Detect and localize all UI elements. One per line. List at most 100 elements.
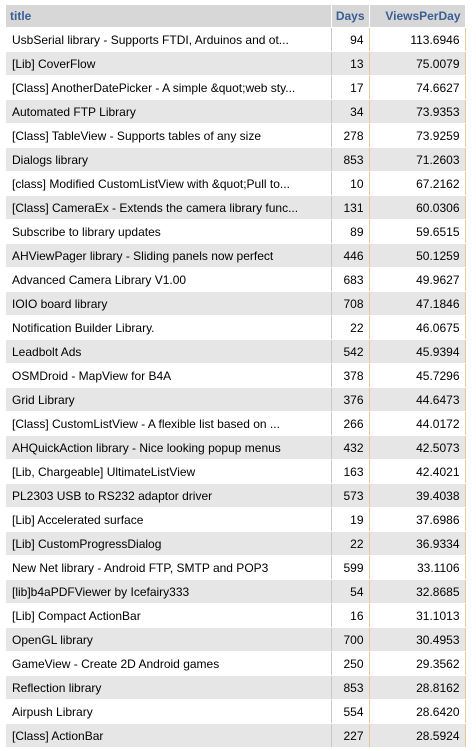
table-row[interactable]: Advanced Camera Library V1.00 683 49.9627 [6, 267, 466, 292]
column-header-days[interactable]: Days [331, 5, 370, 28]
cell-days: 599 [331, 555, 370, 580]
cell-days: 34 [331, 99, 370, 124]
cell-title: [Class] AnotherDatePicker - A simple &qu… [6, 75, 332, 100]
cell-title: [Class] CameraEx - Extends the camera li… [6, 195, 332, 220]
table-row[interactable]: [lib]b4aPDFViewer by Icefairy333 54 32.868… [6, 579, 466, 604]
cell-title: PL2303 USB to RS232 adaptor driver [6, 483, 332, 508]
table-row[interactable]: [Class] ActionBar 227 28.5924 [6, 723, 466, 748]
cell-days: 19 [331, 507, 370, 532]
cell-days: 573 [331, 483, 370, 508]
cell-views-per-day: 45.9394 [369, 339, 466, 364]
cell-days: 378 [331, 363, 370, 388]
cell-views-per-day: 42.4021 [369, 459, 466, 484]
cell-views-per-day: 49.9627 [369, 267, 466, 292]
table-row[interactable]: [Lib, Chargeable] UltimateListView 163 42.… [6, 459, 466, 484]
cell-title: OSMDroid - MapView for B4A [6, 363, 332, 388]
cell-views-per-day: 46.0675 [369, 315, 466, 340]
cell-views-per-day: 31.1013 [369, 603, 466, 628]
table-row[interactable]: Grid Library 376 44.6473 [6, 387, 466, 412]
table-row[interactable]: OpenGL library 700 30.4953 [6, 627, 466, 652]
cell-views-per-day: 28.6420 [369, 699, 466, 724]
cell-title: AHQuickAction library - Nice looking pop… [6, 435, 332, 460]
cell-title: [Class] ActionBar [6, 723, 332, 748]
cell-days: 853 [331, 675, 370, 700]
cell-views-per-day: 45.7296 [369, 363, 466, 388]
table-row[interactable]: New Net library - Android FTP, SMTP and … [6, 555, 466, 580]
table-row[interactable]: PL2303 USB to RS232 adaptor driver 573 39.… [6, 483, 466, 508]
table-row[interactable]: OSMDroid - MapView for B4A 378 45.7296 [6, 363, 466, 388]
cell-days: 10 [331, 171, 370, 196]
cell-views-per-day: 75.0079 [369, 51, 466, 76]
cell-views-per-day: 32.8685 [369, 579, 466, 604]
cell-views-per-day: 37.6986 [369, 507, 466, 532]
cell-title: [Lib] Accelerated surface [6, 507, 332, 532]
cell-days: 683 [331, 267, 370, 292]
table-row[interactable]: Leadbolt Ads 542 45.9394 [6, 339, 466, 364]
cell-days: 13 [331, 51, 370, 76]
cell-title: Leadbolt Ads [6, 339, 332, 364]
cell-days: 131 [331, 195, 370, 220]
cell-days: 700 [331, 627, 370, 652]
cell-views-per-day: 28.8162 [369, 675, 466, 700]
cell-views-per-day: 74.6627 [369, 75, 466, 100]
table-row[interactable]: [Class] CameraEx - Extends the camera li… [6, 195, 466, 220]
column-header-title[interactable]: title [6, 5, 332, 28]
table-row[interactable]: Automated FTP Library 34 73.9353 [6, 99, 466, 124]
cell-views-per-day: 113.6946 [369, 27, 466, 52]
cell-days: 22 [331, 531, 370, 556]
table-row[interactable]: AHViewPager library - Sliding panels now… [6, 243, 466, 268]
cell-title: New Net library - Android FTP, SMTP and … [6, 555, 332, 580]
cell-views-per-day: 73.9259 [369, 123, 466, 148]
table-row[interactable]: [Lib] CustomProgressDialog 22 36.9334 [6, 531, 466, 556]
cell-views-per-day: 33.1106 [369, 555, 466, 580]
cell-days: 250 [331, 651, 370, 676]
cell-title: OpenGL library [6, 627, 332, 652]
cell-title: Grid Library [6, 387, 332, 412]
cell-views-per-day: 73.9353 [369, 99, 466, 124]
cell-days: 163 [331, 459, 370, 484]
cell-title: [Lib] Compact ActionBar [6, 603, 332, 628]
table-row[interactable]: IOIO board library 708 47.1846 [6, 291, 466, 316]
cell-title: [Class] TableView - Supports tables of a… [6, 123, 332, 148]
table-row[interactable]: [Class] TableView - Supports tables of a… [6, 123, 466, 148]
table-row[interactable]: UsbSerial library - Supports FTDI, Ardui… [6, 27, 466, 52]
cell-views-per-day: 42.5073 [369, 435, 466, 460]
table-row[interactable]: Notification Builder Library. 22 46.0675 [6, 315, 466, 340]
cell-views-per-day: 67.2162 [369, 171, 466, 196]
table-row[interactable]: Dialogs library 853 71.2603 [6, 147, 466, 172]
column-header-views-per-day[interactable]: ViewsPerDay [369, 5, 466, 28]
table-row[interactable]: [Class] CustomListView - A flexible list… [6, 411, 466, 436]
cell-title: [Lib, Chargeable] UltimateListView [6, 459, 332, 484]
cell-days: 446 [331, 243, 370, 268]
table-row[interactable]: GameView - Create 2D Android games 250 29.… [6, 651, 466, 676]
cell-views-per-day: 50.1259 [369, 243, 466, 268]
cell-views-per-day: 29.3562 [369, 651, 466, 676]
cell-views-per-day: 71.2603 [369, 147, 466, 172]
table-row[interactable]: Airpush Library 554 28.6420 [6, 699, 466, 724]
cell-days: 266 [331, 411, 370, 436]
cell-title: AHViewPager library - Sliding panels now… [6, 243, 332, 268]
table-row[interactable]: [Lib] Compact ActionBar 16 31.1013 [6, 603, 466, 628]
cell-views-per-day: 60.0306 [369, 195, 466, 220]
results-table: title Days ViewsPerDay UsbSerial library… [6, 5, 466, 748]
cell-days: 554 [331, 699, 370, 724]
cell-days: 278 [331, 123, 370, 148]
cell-title: Reflection library [6, 675, 332, 700]
table-row[interactable]: [Class] AnotherDatePicker - A simple &qu… [6, 75, 466, 100]
cell-days: 54 [331, 579, 370, 604]
cell-views-per-day: 44.6473 [369, 387, 466, 412]
cell-days: 853 [331, 147, 370, 172]
table-row[interactable]: Subscribe to library updates 89 59.6515 [6, 219, 466, 244]
table-row[interactable]: [class] Modified CustomListView with &qu… [6, 171, 466, 196]
cell-days: 94 [331, 27, 370, 52]
cell-days: 227 [331, 723, 370, 748]
cell-days: 542 [331, 339, 370, 364]
cell-days: 432 [331, 435, 370, 460]
cell-views-per-day: 47.1846 [369, 291, 466, 316]
cell-title: Airpush Library [6, 699, 332, 724]
table-row[interactable]: [Lib] CoverFlow 13 75.0079 [6, 51, 466, 76]
table-row[interactable]: AHQuickAction library - Nice looking pop… [6, 435, 466, 460]
table-row[interactable]: [Lib] Accelerated surface 19 37.6986 [6, 507, 466, 532]
cell-title: Subscribe to library updates [6, 219, 332, 244]
table-row[interactable]: Reflection library 853 28.8162 [6, 675, 466, 700]
